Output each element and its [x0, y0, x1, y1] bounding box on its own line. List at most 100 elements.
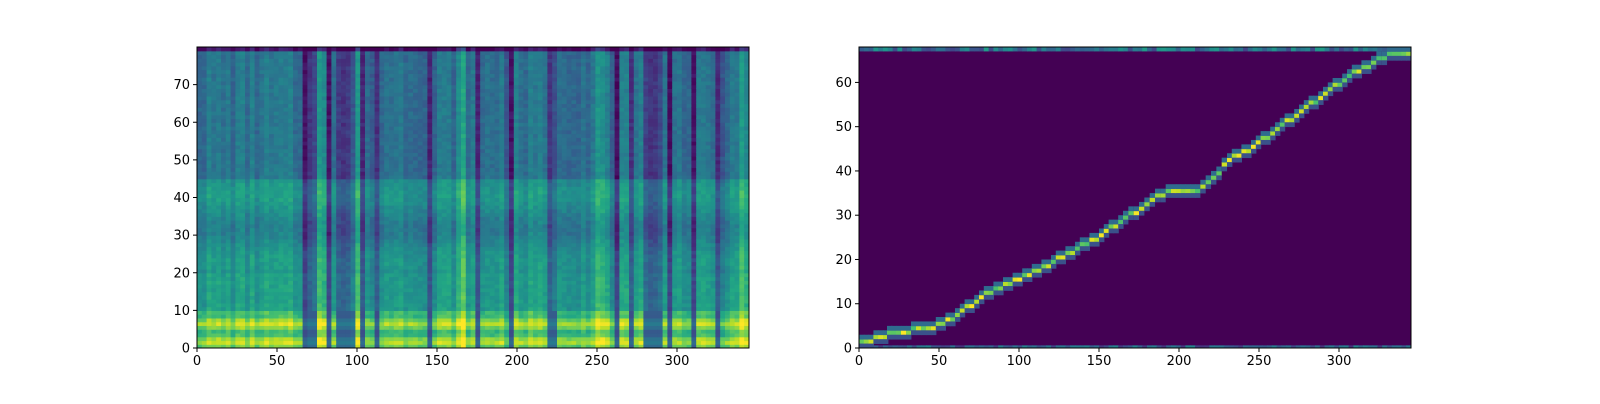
heatmap-cell	[432, 58, 438, 63]
heatmap-cell	[201, 84, 208, 89]
heatmap-cell	[437, 306, 443, 311]
heatmap-cell	[331, 95, 337, 101]
heatmap-cell	[326, 182, 332, 187]
heatmap-cell	[485, 205, 491, 210]
heatmap-cell	[312, 58, 318, 63]
heatmap-cell	[235, 137, 241, 142]
heatmap-cell	[393, 340, 400, 345]
heatmap-cell	[264, 261, 270, 266]
heatmap-cell	[317, 284, 323, 289]
heatmap-cell	[470, 73, 476, 78]
heatmap-cell	[293, 261, 299, 266]
heatmap-cell	[465, 231, 472, 236]
heatmap-cell	[432, 332, 438, 338]
heatmap-cell	[365, 189, 371, 195]
heatmap-cell	[374, 276, 380, 281]
heatmap-cell	[345, 141, 352, 146]
heatmap-cell	[485, 171, 491, 176]
heatmap-cell	[278, 261, 284, 266]
heatmap-cell	[317, 287, 323, 293]
heatmap-cell	[360, 238, 366, 244]
heatmap-cell	[345, 58, 352, 63]
heatmap-cell	[201, 80, 208, 86]
heatmap-cell	[389, 235, 395, 240]
heatmap-cell	[465, 152, 472, 157]
heatmap-cell	[350, 107, 356, 112]
heatmap-cell	[288, 65, 294, 71]
heatmap-cell	[393, 65, 400, 71]
heatmap-cell	[422, 272, 428, 278]
heatmap-cell	[432, 238, 438, 244]
heatmap-cell	[393, 186, 400, 191]
heatmap-cell	[326, 201, 332, 206]
heatmap-cell	[480, 148, 486, 153]
heatmap-cell	[230, 144, 236, 150]
heatmap-cell	[288, 110, 294, 116]
heatmap-cell	[437, 242, 443, 248]
heatmap-cell	[341, 58, 347, 63]
heatmap-cell	[456, 340, 462, 345]
heatmap-cell	[288, 235, 294, 240]
heatmap-cell	[216, 201, 222, 206]
heatmap-cell	[465, 167, 472, 172]
heatmap-cell	[211, 235, 217, 240]
heatmap-cell	[197, 250, 203, 255]
heatmap-cell	[465, 242, 472, 248]
heatmap-cell	[350, 261, 356, 266]
heatmap-cell	[441, 246, 448, 251]
heatmap-cell	[211, 340, 217, 345]
heatmap-cell	[456, 133, 462, 138]
heatmap-cell	[475, 299, 481, 304]
heatmap-cell	[269, 220, 275, 225]
heatmap-cell	[307, 189, 313, 195]
heatmap-cell	[480, 314, 486, 319]
heatmap-cell	[470, 54, 476, 59]
heatmap-cell	[278, 291, 284, 296]
heatmap-cell	[211, 95, 217, 101]
heatmap-cell	[293, 253, 299, 259]
heatmap-cell	[225, 152, 232, 157]
heatmap-cell	[355, 126, 361, 131]
heatmap-cell	[437, 129, 443, 135]
heatmap-cell	[307, 80, 313, 86]
heatmap-cell	[432, 321, 438, 327]
heatmap-cell	[283, 336, 289, 342]
heatmap-cell	[302, 340, 308, 345]
heatmap-cell	[288, 291, 294, 296]
heatmap-cell	[216, 205, 222, 210]
heatmap-cell	[398, 201, 404, 206]
heatmap-cell	[230, 110, 236, 116]
heatmap-cell	[225, 122, 232, 127]
heatmap-cell	[389, 141, 395, 146]
heatmap-cell	[326, 107, 332, 112]
heatmap-cell	[427, 336, 433, 342]
heatmap-cell	[336, 186, 342, 191]
heatmap-cell	[389, 238, 395, 244]
heatmap-cell	[273, 156, 280, 161]
heatmap-cell	[264, 92, 270, 97]
heatmap-cell	[278, 144, 284, 150]
heatmap-cell	[230, 299, 236, 304]
heatmap-cell	[245, 107, 251, 112]
heatmap-cell	[384, 227, 390, 232]
heatmap-cell	[374, 178, 380, 184]
heatmap-cell	[451, 107, 457, 112]
heatmap-cell	[485, 291, 491, 296]
heatmap-cell	[494, 253, 500, 259]
heatmap-cell	[321, 242, 328, 248]
heatmap-cell	[331, 182, 337, 187]
heatmap-cell	[365, 88, 371, 93]
heatmap-cell	[269, 208, 275, 214]
heatmap-cell	[470, 250, 476, 255]
heatmap-cell	[312, 265, 318, 270]
heatmap-cell	[465, 268, 472, 274]
heatmap-cell	[221, 65, 227, 71]
heatmap-cell	[475, 238, 481, 244]
heatmap-cell	[230, 295, 236, 300]
heatmap-cell	[293, 103, 299, 108]
heatmap-cell	[432, 103, 438, 108]
heatmap-cell	[465, 54, 472, 59]
heatmap-cell	[446, 212, 452, 217]
heatmap-cell	[331, 253, 337, 259]
heatmap-cell	[269, 268, 275, 274]
